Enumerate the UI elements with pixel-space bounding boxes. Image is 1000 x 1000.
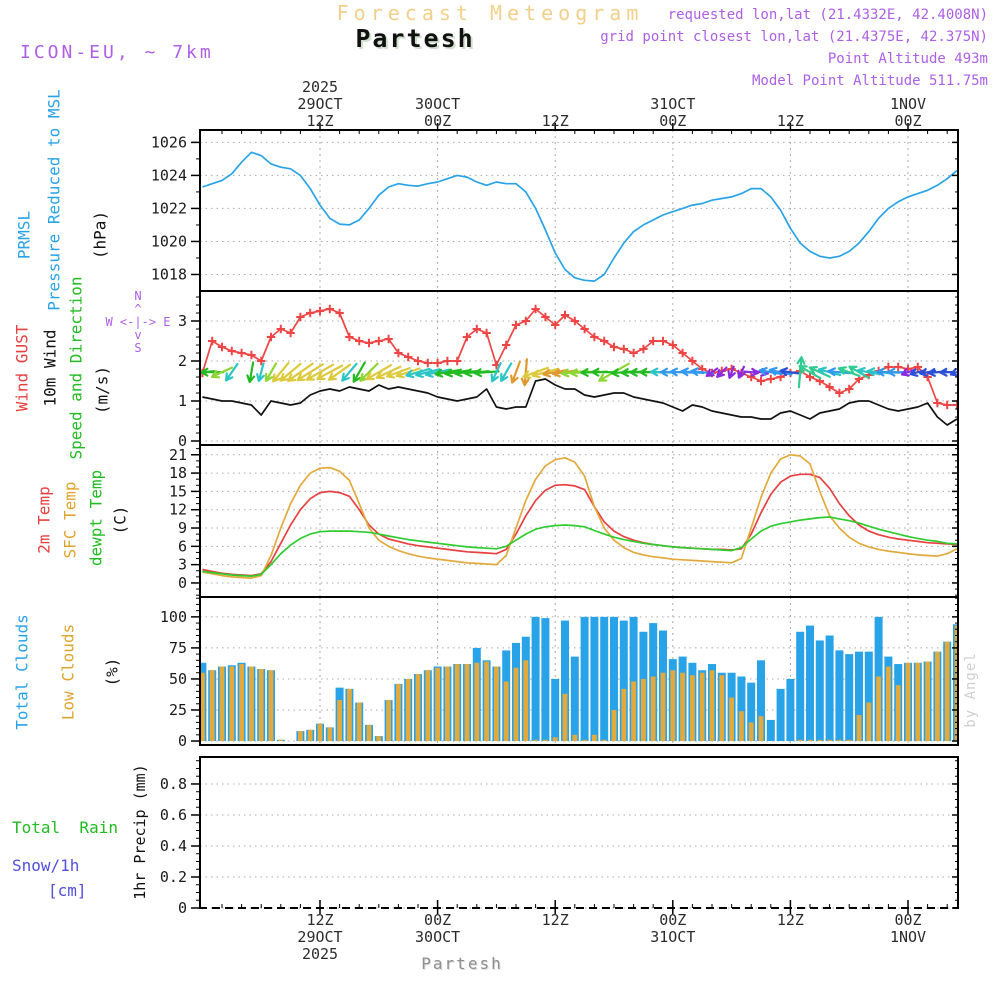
svg-text:50: 50 <box>169 670 187 688</box>
temp-series-2m-temp <box>202 473 958 577</box>
svg-text:00Z: 00Z <box>894 911 921 929</box>
pressure-frame <box>199 129 959 292</box>
svg-text:12Z: 12Z <box>306 911 333 929</box>
svg-text:0: 0 <box>178 574 187 592</box>
svg-text:29OCT: 29OCT <box>297 928 342 946</box>
svg-text:21: 21 <box>169 446 187 464</box>
svg-text:9: 9 <box>178 519 187 537</box>
svg-text:0.8: 0.8 <box>160 775 187 793</box>
precip-cm-label: [cm] <box>48 881 87 900</box>
svg-text:30OCT: 30OCT <box>415 928 460 946</box>
svg-text:1NOV: 1NOV <box>890 928 926 946</box>
svg-text:30OCT: 30OCT <box>415 95 460 113</box>
svg-text:3: 3 <box>178 556 187 574</box>
wind-plot <box>200 304 958 426</box>
footer-station-name: Partesh <box>421 954 503 973</box>
wind-y-axis: 0 1 2 3 <box>178 296 958 450</box>
clouds-y-axis: 0 25 50 75 100 <box>160 597 958 750</box>
low-clouds-bars <box>200 625 958 742</box>
svg-text:100: 100 <box>160 608 187 626</box>
station-title: Partesh <box>355 24 475 53</box>
clouds-frame <box>199 596 959 746</box>
svg-text:12Z: 12Z <box>306 112 333 130</box>
svg-text:12Z: 12Z <box>777 112 804 130</box>
svg-text:00Z: 00Z <box>659 112 686 130</box>
svg-text:0: 0 <box>178 732 187 750</box>
svg-text:1024: 1024 <box>151 166 187 184</box>
grid-point-lonlat: grid point closest lon,lat (21.4375E, 42… <box>600 29 988 45</box>
requested-lonlat: requested lon,lat (21.4332E, 42.4008N) <box>667 7 988 23</box>
clouds-plot <box>200 616 958 742</box>
svg-text:1022: 1022 <box>151 199 187 217</box>
temp-gridlines <box>200 445 958 597</box>
svg-text:2025: 2025 <box>302 945 338 963</box>
svg-text:12Z: 12Z <box>542 911 569 929</box>
temp-plot <box>202 453 958 579</box>
figure-title: Forecast Meteogram <box>336 1 644 25</box>
svg-text:00Z: 00Z <box>659 911 686 929</box>
precip-snow-label: Snow/1h <box>12 856 80 875</box>
pressure-y-axis: 1018 1020 1022 1024 1026 <box>151 133 958 283</box>
precip-frame <box>199 756 959 909</box>
pressure-gridlines <box>200 130 958 291</box>
svg-text:0: 0 <box>178 899 187 917</box>
svg-text:25: 25 <box>169 701 187 719</box>
wind-direction-arrows <box>200 356 958 389</box>
pressure-plot <box>202 151 958 282</box>
svg-text:15: 15 <box>169 482 187 500</box>
point-altitude: Point Altitude 493m <box>827 51 988 67</box>
svg-text:75: 75 <box>169 639 187 657</box>
precip-y-axis: 0 0.2 0.4 0.6 0.8 <box>160 760 958 917</box>
svg-text:6: 6 <box>178 537 187 555</box>
svg-text:3: 3 <box>178 312 187 330</box>
x-axis-ticks <box>221 123 948 914</box>
svg-text:29OCT: 29OCT <box>297 95 342 113</box>
svg-text:1NOV: 1NOV <box>890 95 926 113</box>
svg-text:0: 0 <box>178 432 187 450</box>
svg-text:12Z: 12Z <box>542 112 569 130</box>
clouds-gridlines <box>200 597 958 745</box>
wind-gridlines <box>200 291 958 445</box>
svg-text:1018: 1018 <box>151 265 187 283</box>
svg-text:1026: 1026 <box>151 133 187 151</box>
svg-text:0.2: 0.2 <box>160 868 187 886</box>
model-point-altitude: Model Point Altitude 511.75m <box>751 73 988 89</box>
temp-series-dewpt-temp <box>202 516 958 578</box>
svg-text:12Z: 12Z <box>777 911 804 929</box>
coordinates-block: requested lon,lat (21.4332E, 42.4008N) g… <box>600 4 988 92</box>
svg-text:12: 12 <box>169 501 187 519</box>
svg-text:00Z: 00Z <box>424 911 451 929</box>
precip-gridlines <box>200 783 958 909</box>
wind-compass-legend: N ^ W <-|-> E v S <box>105 289 171 355</box>
svg-text:0.4: 0.4 <box>160 837 187 855</box>
svg-text:00Z: 00Z <box>424 112 451 130</box>
wind-series-10m-wind-speed <box>202 378 958 426</box>
svg-text:00Z: 00Z <box>894 112 921 130</box>
svg-text:2025: 2025 <box>302 78 338 96</box>
precip-rain-label: Total Rain <box>12 818 118 837</box>
svg-text:1: 1 <box>178 392 187 410</box>
svg-text:18: 18 <box>169 464 187 482</box>
svg-text:2: 2 <box>178 352 187 370</box>
svg-text:31OCT: 31OCT <box>650 95 695 113</box>
svg-text:1020: 1020 <box>151 232 187 250</box>
svg-text:0.6: 0.6 <box>160 806 187 824</box>
pressure-series-prmsl <box>202 151 958 282</box>
model-label: ICON-EU, ~ 7km <box>20 42 214 63</box>
svg-text:31OCT: 31OCT <box>650 928 695 946</box>
